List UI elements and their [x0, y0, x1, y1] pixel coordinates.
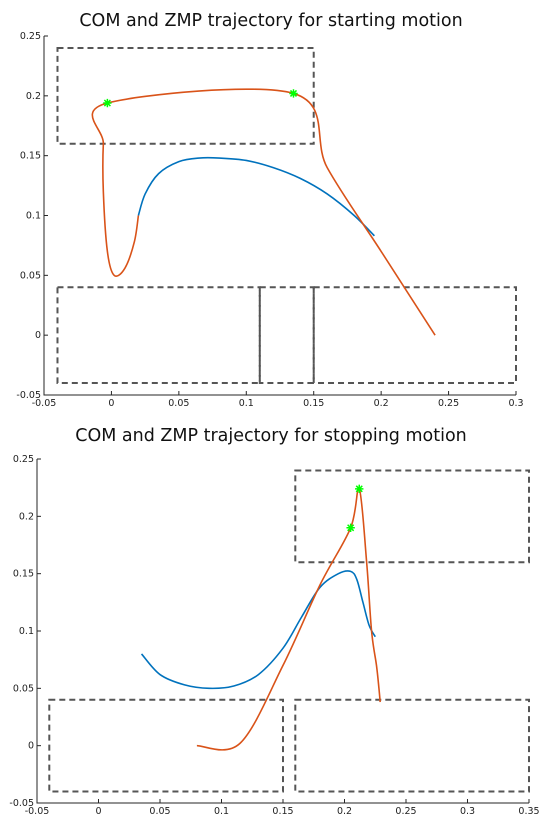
support-polygon-box [294, 469, 530, 564]
x-tick-label: 0.2 [374, 398, 389, 407]
y-tick-label: 0.15 [13, 569, 34, 580]
support-polygon-box [48, 698, 284, 793]
y-tick-label: 0.25 [13, 454, 34, 465]
x-tick-label: 0.05 [149, 806, 170, 814]
x-tick-label: -0.05 [32, 398, 57, 407]
stopping-motion-chart: COM and ZMP trajectory for stopping moti… [9, 426, 539, 814]
chart-title: COM and ZMP trajectory for stopping moti… [75, 426, 467, 446]
x-tick-label: 0.1 [239, 398, 254, 407]
plot-area: -0.05 0 0.05 0.1 0.15 0.2 0.25 0.3 0.35 -0.05 0 0.0… [9, 454, 539, 814]
chart-title: COM and ZMP trajectory for starting moti… [79, 11, 462, 31]
star-marker [355, 484, 364, 494]
com-trajectory-line [137, 156, 375, 237]
y-tick-label: 0.2 [26, 91, 41, 102]
support-polygon-box [258, 286, 315, 385]
support-polygon-box [56, 286, 261, 385]
x-tick-label: 0.3 [460, 806, 475, 814]
y-tick-label: 0.05 [20, 270, 41, 281]
x-tick-label: 0.05 [168, 398, 189, 407]
support-polygon-box [294, 698, 530, 793]
x-tick-label: 0.25 [395, 806, 416, 814]
star-marker [289, 89, 298, 98]
star-marker [346, 523, 355, 532]
y-tick-label: -0.05 [9, 798, 34, 809]
x-tick-label: 0.2 [337, 806, 352, 814]
star-marker [103, 98, 112, 108]
y-tick-label: 0.2 [19, 511, 34, 522]
support-polygon-box [312, 286, 518, 385]
plot-area: -0.05 0 0.05 0.1 0.15 0.2 0.25 0.3 -0.05 0 0.05 0.1… [16, 31, 523, 407]
starting-motion-chart: COM and ZMP trajectory for starting moti… [16, 11, 523, 407]
y-tick-label: 0.1 [26, 211, 41, 222]
com-trajectory-line [140, 570, 376, 690]
zmp-trajectory-line [91, 88, 436, 336]
support-polygon-box [56, 46, 315, 145]
x-tick-label: 0.15 [272, 806, 293, 814]
y-tick-label: 0 [35, 330, 41, 341]
x-tick-label: 0 [95, 806, 101, 814]
y-tick-label: 0.15 [20, 151, 41, 162]
x-tick-label: 0.35 [518, 806, 539, 814]
y-tick-label: 0.1 [19, 626, 34, 637]
x-tick-label: 0.25 [438, 398, 459, 407]
x-tick-label: 0.15 [303, 398, 324, 407]
y-tick-label: 0.05 [13, 683, 34, 694]
x-tick-label: -0.05 [25, 806, 50, 814]
x-tick-label: 0.1 [214, 806, 229, 814]
y-tick-label: 0.25 [20, 31, 41, 42]
y-tick-label: 0 [28, 741, 34, 752]
x-tick-label: 0.3 [508, 398, 523, 407]
y-tick-label: -0.05 [16, 390, 41, 401]
axes [43, 36, 516, 396]
x-tick-label: 0 [108, 398, 114, 407]
